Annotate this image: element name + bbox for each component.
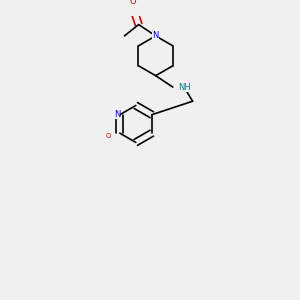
Text: NH: NH [178,82,191,91]
Text: N: N [152,32,159,40]
Text: O: O [130,0,136,6]
Text: O: O [106,133,111,139]
Text: N: N [114,110,120,119]
